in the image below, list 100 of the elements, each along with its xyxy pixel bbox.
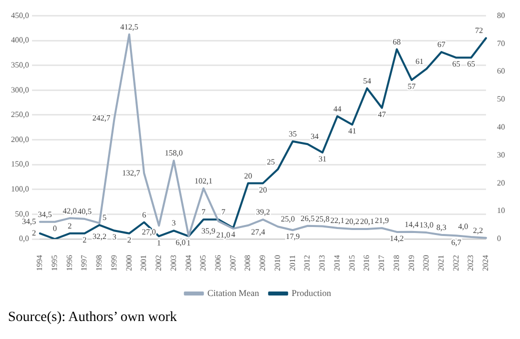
x-tick-label: 2007 — [228, 255, 238, 271]
data-label: 57 — [408, 82, 416, 92]
y-tick-label: 250,0 — [11, 110, 29, 120]
x-tick-label: 2018 — [392, 255, 401, 271]
x-tick-label: 2015 — [347, 255, 356, 271]
data-label: 34,5 — [38, 210, 52, 219]
y-tick-label: 0,0 — [19, 234, 29, 244]
y2-tick-label: 10 — [497, 206, 505, 216]
x-tick-label: 2000 — [124, 255, 134, 271]
y-tick-label: 300,0 — [11, 85, 29, 94]
data-label: 4 — [231, 230, 236, 239]
y-tick-label: 200,0 — [11, 134, 29, 144]
data-label: 158,0 — [164, 148, 183, 158]
y-tick-label: 450,0 — [11, 10, 29, 20]
data-label: 31 — [318, 154, 326, 164]
x-tick-label: 1998 — [94, 255, 104, 271]
legend-label: Production — [292, 288, 332, 298]
data-label: 34 — [310, 132, 319, 142]
data-label: 67 — [437, 40, 446, 50]
data-label: 2 — [68, 222, 72, 231]
x-tick-label: 2006 — [213, 255, 222, 271]
data-label: 65 — [467, 60, 476, 69]
y-tick-label: 100,0 — [11, 184, 29, 194]
data-label: 7 — [202, 208, 206, 217]
data-label: 102,1 — [194, 176, 213, 186]
x-tick-label: 2020 — [422, 255, 431, 271]
data-label: 2 — [32, 228, 36, 238]
x-tick-label: 1994 — [35, 255, 44, 271]
data-label: 26,5 — [300, 214, 315, 223]
y-tick-label: 150,0 — [11, 160, 29, 169]
data-label: 35,9 — [201, 226, 216, 236]
x-tick-label: 2017 — [377, 255, 386, 271]
data-label: 35 — [288, 129, 297, 138]
source-note: Source(s): Authors’ own work — [8, 310, 178, 326]
x-tick-label: 2014 — [332, 255, 342, 271]
data-label: 20,1 — [360, 217, 374, 226]
data-label: 17,9 — [286, 232, 300, 242]
data-label: 20 — [259, 185, 267, 194]
y-tick-label: 400,0 — [11, 36, 29, 45]
data-label: 39,2 — [256, 208, 270, 217]
data-label: 27,4 — [251, 228, 266, 237]
x-tick-label: 2022 — [451, 255, 460, 271]
data-label: 2 — [82, 236, 87, 245]
data-label: 32,2 — [92, 232, 106, 242]
data-label: 20 — [244, 171, 252, 180]
data-label: 68 — [392, 37, 401, 46]
data-label: 14,4 — [404, 220, 419, 229]
x-tick-label: 2004 — [184, 255, 193, 271]
data-label: 44 — [333, 104, 342, 114]
x-tick-label: 2024 — [481, 255, 490, 271]
data-label: 6,7 — [451, 238, 462, 247]
data-label: 412,5 — [120, 22, 138, 32]
data-label: 20,2 — [345, 217, 360, 226]
data-label: 22,1 — [330, 216, 344, 226]
x-tick-label: 2008 — [243, 255, 252, 271]
data-label: 72 — [475, 26, 483, 36]
data-label: 2,2 — [473, 226, 483, 236]
x-tick-label: 1999 — [109, 255, 118, 271]
y-tick-label: 350,0 — [11, 60, 29, 70]
data-label: 65 — [452, 60, 460, 69]
data-label: 13,0 — [420, 220, 434, 230]
legend-label: Citation Mean — [207, 288, 260, 298]
data-label: 34,5 — [22, 216, 36, 226]
data-label: 5 — [102, 213, 106, 222]
y2-tick-label: 70 — [497, 38, 505, 48]
data-label: 40,5 — [78, 207, 92, 216]
y2-tick-label: 60 — [497, 66, 505, 76]
y-tick-label: 50,0 — [15, 209, 29, 218]
data-label: 242,7 — [92, 114, 110, 123]
data-label: 6,0 — [176, 238, 186, 248]
x-tick-label: 1995 — [50, 255, 59, 271]
x-tick-label: 2023 — [466, 255, 476, 271]
data-label: 7 — [221, 208, 226, 217]
data-label: 25,8 — [315, 214, 330, 224]
y2-tick-label: 40 — [497, 122, 505, 132]
x-tick-label: 2002 — [154, 255, 164, 271]
data-label: 21,9 — [374, 216, 389, 226]
data-label: 14,2 — [390, 234, 404, 244]
data-label: 3 — [172, 218, 176, 228]
x-tick-label: 2003 — [168, 255, 178, 271]
data-label: 2 — [127, 236, 132, 245]
x-tick-label: 2005 — [198, 255, 208, 271]
y2-tick-label: 30 — [497, 150, 505, 160]
y2-tick-label: 80 — [497, 10, 505, 20]
y2-tick-label: 20 — [497, 178, 505, 188]
data-label: 25,0 — [280, 214, 295, 224]
data-label: 61 — [416, 56, 424, 66]
x-tick-label: 2016 — [362, 255, 372, 271]
data-label: 0 — [52, 224, 57, 234]
x-tick-label: 2009 — [258, 255, 268, 271]
data-label: 132,7 — [122, 168, 140, 178]
x-tick-label: 2010 — [272, 255, 282, 271]
data-label: 25 — [266, 157, 275, 166]
x-tick-label: 1996 — [64, 255, 74, 271]
data-label: 47 — [378, 110, 386, 119]
x-tick-label: 2019 — [406, 255, 416, 271]
data-label: 8,3 — [436, 222, 446, 232]
x-tick-label: 2012 — [302, 255, 312, 271]
x-tick-label: 2021 — [436, 255, 446, 271]
x-tick-label: 2001 — [139, 255, 148, 271]
